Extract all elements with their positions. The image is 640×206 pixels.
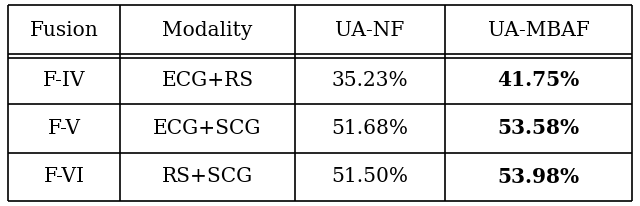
Text: ECG+RS: ECG+RS (161, 71, 253, 90)
Text: 51.50%: 51.50% (332, 167, 408, 186)
Text: 51.68%: 51.68% (332, 119, 408, 138)
Text: UA-NF: UA-NF (335, 21, 404, 40)
Text: F-IV: F-IV (43, 71, 85, 90)
Text: Modality: Modality (163, 21, 253, 40)
Text: RS+SCG: RS+SCG (162, 167, 253, 186)
Text: UA-MBAF: UA-MBAF (488, 21, 589, 40)
Text: 53.58%: 53.58% (497, 118, 580, 138)
Text: 41.75%: 41.75% (497, 70, 580, 90)
Text: Fusion: Fusion (29, 21, 99, 40)
Text: 53.98%: 53.98% (497, 167, 580, 187)
Text: F-V: F-V (47, 119, 81, 138)
Text: 35.23%: 35.23% (332, 71, 408, 90)
Text: ECG+SCG: ECG+SCG (154, 119, 262, 138)
Text: F-VI: F-VI (44, 167, 84, 186)
